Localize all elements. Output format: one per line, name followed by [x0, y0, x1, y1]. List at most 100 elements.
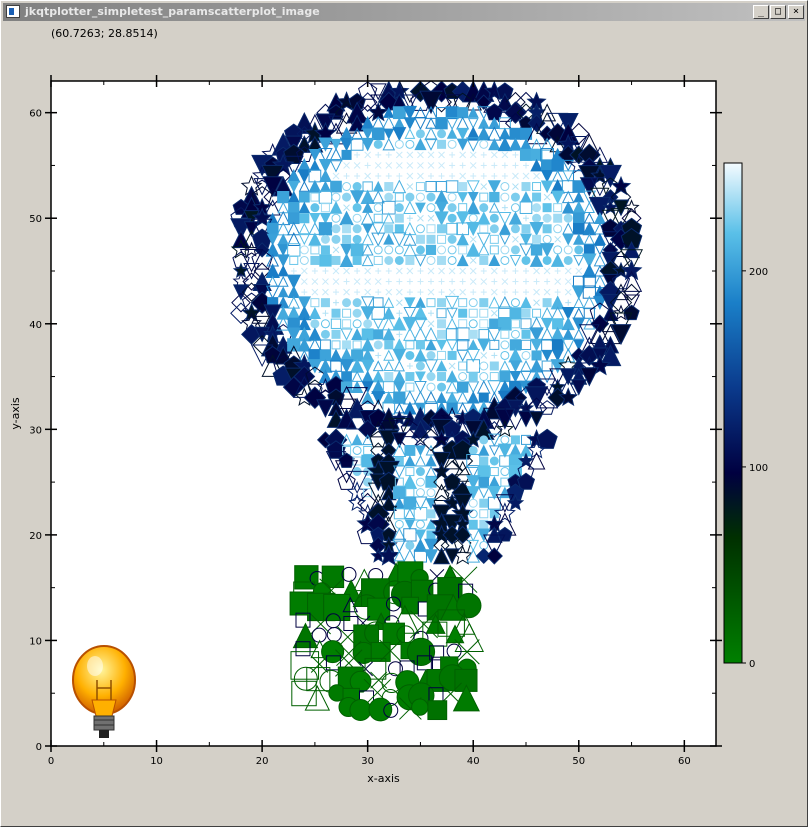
scatter-point: [521, 255, 531, 265]
scatter-point: [254, 326, 270, 343]
scatter-point: [415, 445, 426, 457]
scatter-point: [348, 114, 366, 132]
scatter-point: [466, 180, 480, 194]
scatter-point: [405, 139, 415, 149]
x-tick-label: 30: [361, 756, 374, 767]
scatter-point: [403, 242, 417, 257]
scatter-point: [479, 298, 489, 308]
scatter-point: [231, 292, 251, 313]
scatter-point: [506, 494, 525, 511]
scatter-point: [489, 234, 499, 244]
scatter-point: [508, 137, 523, 151]
scatter-point: [489, 361, 499, 371]
scatter-point: [311, 278, 319, 285]
scatter-point: [456, 232, 469, 246]
scatter-point: [343, 615, 359, 631]
scatter-point: [527, 440, 546, 459]
scatter-point: [551, 339, 564, 351]
scatter-point: [446, 128, 458, 139]
scatter-point: [367, 482, 389, 504]
scatter-point: [539, 400, 555, 415]
scatter-point: [546, 112, 569, 135]
scatter-point: [582, 275, 596, 289]
title-bar[interactable]: jkqtplotter_simpletest_paramscatterplot_…: [3, 3, 805, 21]
scatter-point: [267, 212, 279, 224]
scatter-point: [404, 444, 416, 456]
scatter-point: [436, 339, 448, 351]
scatter-point: [572, 233, 585, 245]
scatter-point: [349, 190, 365, 205]
scatter-point: [469, 278, 477, 285]
scatter-point: [415, 245, 425, 255]
scatter-point: [579, 367, 599, 387]
scatter-point: [394, 224, 404, 234]
scatter-point: [521, 329, 531, 339]
scatter-point: [297, 169, 312, 184]
scatter-point: [563, 255, 573, 265]
app-icon[interactable]: [6, 5, 20, 18]
scatter-point: [490, 309, 498, 317]
scatter-point: [332, 172, 340, 180]
scatter-point: [487, 327, 502, 342]
y-tick-label: 20: [29, 531, 42, 542]
scatter-point: [427, 151, 435, 159]
minimize-button[interactable]: _: [753, 5, 769, 19]
scatter-point: [425, 498, 437, 509]
scatter-point: [288, 202, 300, 214]
scatter-point: [385, 162, 393, 169]
scatter-point: [571, 285, 586, 300]
scatter-point: [459, 267, 467, 275]
scatter-point: [371, 127, 385, 141]
scatter-point: [401, 596, 419, 615]
scatter-point: [426, 350, 436, 360]
scatter-point: [360, 306, 375, 321]
scatter-point: [352, 224, 362, 234]
scatter-point: [456, 592, 482, 619]
scatter-point: [520, 371, 532, 383]
scatter-point: [509, 307, 522, 320]
scatter-point: [590, 314, 610, 334]
scatter-point: [425, 244, 437, 255]
close-button[interactable]: ×: [788, 5, 804, 19]
scatter-point: [414, 137, 427, 151]
maximize-button[interactable]: □: [770, 5, 786, 19]
scatter-point: [438, 267, 445, 275]
scatter-point: [406, 151, 414, 159]
scatter-point: [384, 192, 394, 202]
scatter-point: [623, 294, 641, 312]
scatter-point: [371, 190, 385, 204]
scatter-point: [251, 249, 273, 270]
scatter-point: [510, 319, 520, 329]
scatter-point: [361, 296, 375, 310]
scatter-point: [384, 182, 394, 192]
scatter-point: [490, 267, 498, 275]
scatter-point: [361, 381, 374, 394]
scatter-point: [331, 255, 341, 265]
scatter-point: [509, 360, 522, 373]
scatter-point: [468, 372, 478, 382]
scatter-point: [308, 306, 321, 319]
colorbar-ticks: 0 100 200: [742, 267, 768, 670]
scatter-point: [519, 243, 533, 257]
scatter-point: [424, 390, 438, 404]
scatter-point: [427, 267, 435, 275]
scatter-point: [328, 115, 344, 132]
scatter-point: [610, 175, 632, 196]
scatter-point: [382, 622, 405, 646]
scatter-point: [554, 235, 562, 243]
scatter-point: [298, 180, 310, 192]
scatter-point: [349, 698, 372, 722]
scatter-point: [435, 117, 448, 130]
scatter-point: [550, 190, 565, 205]
scatter-point: [426, 298, 436, 308]
scatter-point: [593, 232, 606, 246]
scatter-point: [479, 139, 489, 149]
scatter-point: [532, 213, 542, 223]
scatter-point: [453, 525, 472, 544]
scatter-point: [422, 420, 440, 438]
scatter-point: [415, 129, 425, 139]
scatter-point: [311, 288, 319, 296]
scatter-point: [318, 222, 333, 236]
scatter-point: [373, 255, 383, 265]
